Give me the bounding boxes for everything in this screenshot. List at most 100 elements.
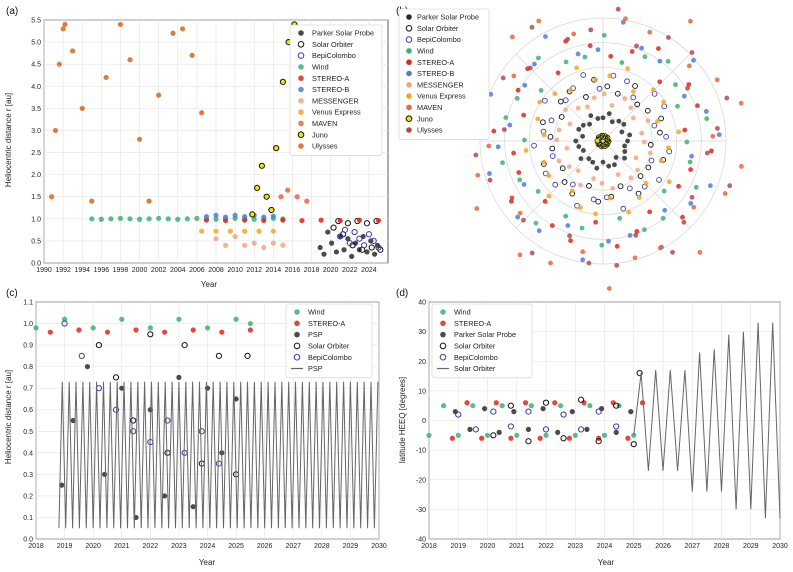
panel-a-legend-bepicolombo-2-swatch [297,52,305,59]
panel-c-wind-0-point-0 [33,325,39,331]
panel-b-stereo-b-point-24 [657,58,663,64]
panel-c-xtick-2028: 2028 [314,543,330,550]
panel-a-bepicolombo-2-point-7 [370,237,377,245]
panel-c-xtick-2018: 2018 [28,543,44,550]
panel-a-parker-solar-probe-0-point-7 [345,236,351,242]
panel-d-parker-solar-probe-2-point-1 [467,426,473,432]
panel-b-messenger-point-13 [615,172,621,177]
panel-a-legend-ulysses-10-label: Ulysses [312,142,338,151]
panel-b-parker-solar-probe-point-16 [581,148,586,153]
panel-b-maven-point-15 [710,133,716,139]
panel-a-stereo-a-4-point-9 [375,217,382,224]
panel-b-stereo-b-point-27 [595,47,601,53]
panel-c-xtick-2019: 2019 [57,543,73,550]
panel-d-stereo-a-1-point-11 [610,400,616,406]
panel-b-venus-express-point-3 [523,148,529,153]
panel-a-ulysses-10-point-2 [56,61,62,67]
panel-b-parker-solar-probe-point-3 [621,121,627,127]
panel-b-venus-express-point-6 [546,193,552,199]
panel-b-wind-point-16 [599,242,605,248]
panel-d-tag: (d) [396,288,408,299]
panel-b-legend-solar-orbiter-1-swatch [405,25,413,32]
panel-c-bepicolombo-4-point-0 [61,320,68,327]
panel-a-legend-venus-express-7-swatch [298,109,304,115]
panel-a-xtick-2012: 2012 [246,267,262,274]
panel-b-ulysses-point-19 [588,27,594,33]
panel-a-stereo-b-5-point-4 [242,214,248,220]
panel-c-wind-0-point-6 [204,325,211,331]
panel-b-bepicolombo-point-7 [562,97,569,104]
panel-a-ytick-1-5: 1.5 [31,194,41,201]
panel-d-solar-orbiter-3-point-2 [525,438,532,445]
panel-d-bepicolombo-4-point-6 [560,411,567,418]
panel-a-legend-stereo-a-4-swatch [298,75,304,81]
panel-a-bepicolombo-2-point-3 [351,228,358,236]
panel-b-stereo-b-point-18 [707,183,713,189]
panel-b-parker-solar-probe-point-4 [616,118,622,124]
panel-c-solar-orbiter-3-point-0 [95,341,102,349]
panel-a-stereo-b-5-point-3 [232,212,238,218]
panel-a-xtick-2014: 2014 [266,267,282,274]
panel-b-bepicolombo-point-15 [569,181,576,188]
panel-b-venus-express-point-12 [636,195,642,200]
panel-a-xtick-1996: 1996 [94,267,110,274]
panel-a-ytick-5-0: 5.0 [31,40,41,47]
panel-b-messenger-point-4 [554,137,560,143]
panel-a-stereo-b-5-point-0 [203,214,210,220]
panel-b-maven-point-12 [691,204,697,210]
panel-a-venus-express-7-point-2 [227,228,233,234]
panel-d-legend: Wind STEREO-A Parker Solar Probe Solar Orbi… [431,303,533,379]
panel-a-wind-3-point-11 [194,215,200,221]
panel-a-juno-9-point-1 [253,184,261,191]
panel-d-legend-parker-solar-probe-2-label: Parker Solar Probe [454,330,516,339]
panel-b-wind-point-15 [579,225,585,231]
panel-b-bepicolombo-point-4 [596,85,603,92]
panel-d-bepicolombo-4-point-9 [613,423,620,430]
panel-b-venus-express-point-24 [593,77,598,83]
panel-a-legend: Parker Solar Probe Solar Orbiter BepiColom… [289,24,383,156]
panel-b-solar-orbiter-point-15 [559,165,566,172]
panel-a-legend-juno-9-label: Juno [312,130,328,139]
panel-b-venus-express-point-13 [643,180,649,186]
panel-c-psp-2-point-12 [233,396,239,402]
panel-a-ulysses-10-point-10 [127,57,133,63]
panel-b-venus-express-point-11 [626,209,632,215]
panel-c-xtick-2029: 2029 [343,543,359,550]
panel-b-messenger-point-11 [599,180,605,186]
panel-a-stereo-b-5-point-1 [213,212,219,218]
panel-b-wind-point-2 [601,32,607,38]
panel-b-wind-point-21 [693,184,699,190]
panel-b-maven-point-2 [475,172,481,178]
panel-b-legend-messenger-6-swatch [406,82,412,88]
panel-d-stereo-a-1-point-2 [479,435,485,441]
panel-b-solar-orbiter-point-7 [583,94,589,100]
panel-a-solar-orbiter-1-point-8 [368,244,375,251]
panel-b-ulysses-point-22 [527,65,533,71]
panel-a-legend-ulysses-10-swatch [298,143,304,149]
panel-b-parker-solar-probe-point-26 [622,149,628,154]
panel-b-messenger-point-24 [609,103,615,108]
panel-a-xtick-1990: 1990 [36,267,52,274]
panel-d-xtick-2030: 2030 [772,543,788,550]
panel-d-wind-0-point-3 [470,403,476,409]
panel-a-xtick-2024: 2024 [361,267,377,274]
panel-b-bepicolombo-point-26 [651,122,658,129]
panel-c-stereo-a-1-point-7 [247,327,253,333]
panel-b-bepicolombo-point-1 [630,94,637,101]
panel-b-wind-point-23 [684,139,690,145]
panel-d-legend-wind-0-swatch [440,309,446,315]
panel-d-wind-0-point-11 [587,403,593,409]
panel-b-wind-point-13 [533,220,539,226]
panel-d-stereo-a-1-point-1 [464,400,470,406]
panel-b-messenger-point-1 [563,107,568,113]
panel-b-maven-point-10 [657,245,663,251]
panel-b-venus-express-point-1 [535,116,541,122]
panel-c-solar-orbiter-3-point-2 [130,417,137,424]
panel-b-solar-orbiter-point-11 [540,119,546,126]
panel-a-xtick-2016: 2016 [285,267,301,274]
panel-b-stereo-b-point-17 [688,201,694,206]
panel-c-psp-2-point-8 [176,374,182,381]
panel-b-bepicolombo-point-5 [580,72,587,78]
panel-c-legend: Wind STEREO-A PSP Solar Orbiter BepiColombo P… [285,303,373,379]
panel-b-legend-parker-solar-probe-0-label: Parker Solar Probe [417,13,479,22]
